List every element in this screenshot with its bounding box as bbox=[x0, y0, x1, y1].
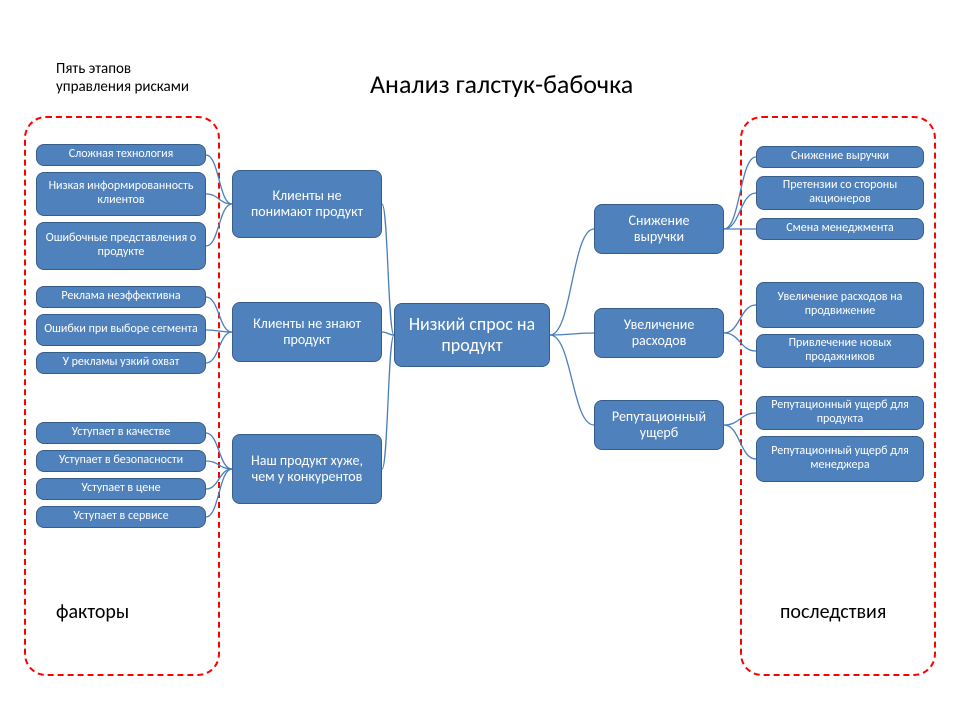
consequence-node-5: Привлечение новых продажников bbox=[756, 334, 924, 368]
factor-node-10: Уступает в сервисе bbox=[36, 506, 206, 528]
center-node: Низкий спрос на продукт bbox=[394, 303, 550, 367]
factor-node-8: Уступает в безопасности bbox=[36, 450, 206, 472]
factor-node-1: Сложная технология bbox=[36, 144, 206, 166]
cause-node-3: Наш продукт хуже, чем у конкурентов bbox=[232, 434, 382, 504]
effect-node-1: Снижение выручки bbox=[594, 204, 724, 254]
factor-node-5: Ошибки при выборе сегмента bbox=[36, 314, 206, 346]
effect-node-2: Увеличение расходов bbox=[594, 308, 724, 358]
factor-node-3: Ошибочные представления о продукте bbox=[36, 222, 206, 270]
consequence-node-7: Репутационный ущерб для менеджера bbox=[756, 436, 924, 482]
effect-node-3: Репутационный ущерб bbox=[594, 400, 724, 450]
factor-node-7: Уступает в качестве bbox=[36, 422, 206, 444]
consequence-node-6: Репутационный ущерб для продукта bbox=[756, 396, 924, 430]
consequence-node-1: Снижение выручки bbox=[756, 146, 924, 168]
stages-subtitle: Пять этапов управления рисками bbox=[56, 60, 206, 96]
consequence-node-3: Смена менеджмента bbox=[756, 218, 924, 240]
diagram-stage: Анализ галстук-бабочка Пять этапов управ… bbox=[0, 0, 960, 720]
consequence-node-4: Увеличение расходов на продвижение bbox=[756, 282, 924, 328]
consequence-node-2: Претензии со стороны акционеров bbox=[756, 176, 924, 210]
factor-node-6: У рекламы узкий охват bbox=[36, 352, 206, 374]
cause-node-2: Клиенты не знают продукт bbox=[232, 302, 382, 362]
page-title: Анализ галстук-бабочка bbox=[370, 68, 633, 100]
factor-node-2: Низкая информированность клиентов bbox=[36, 172, 206, 216]
factor-node-9: Уступает в цене bbox=[36, 478, 206, 500]
cause-node-1: Клиенты не понимают продукт bbox=[232, 170, 382, 238]
factor-node-4: Реклама неэффективна bbox=[36, 286, 206, 308]
